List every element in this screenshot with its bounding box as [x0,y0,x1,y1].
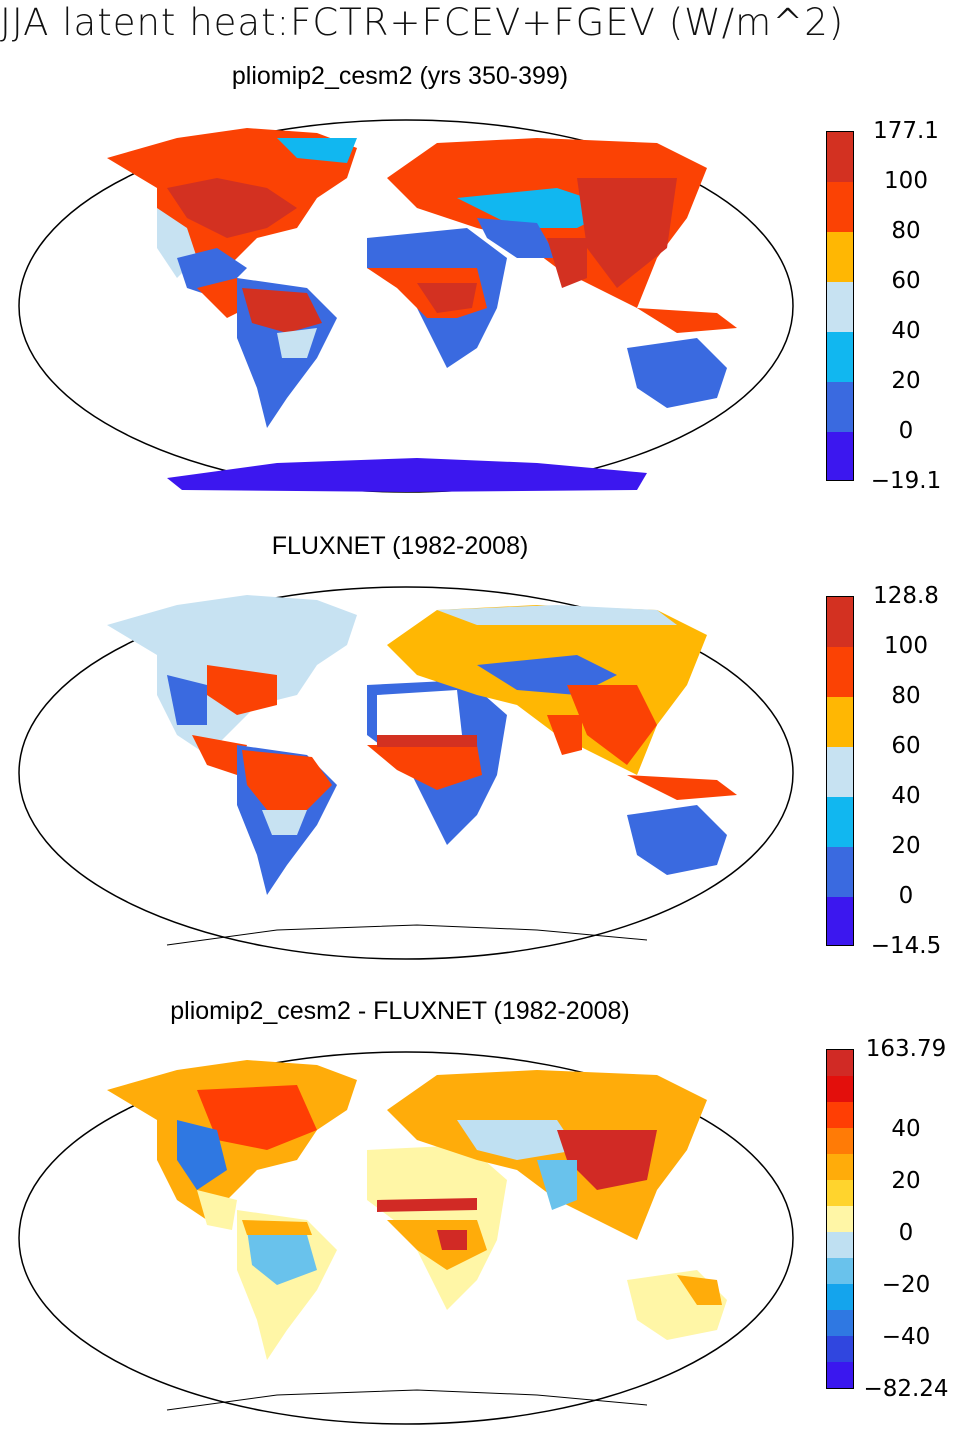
colorbar-tick-label: 20 [891,833,921,859]
colorbar-segment [827,1050,853,1076]
colorbar-segment [827,1154,853,1180]
figure-title: JJA latent heat:FCTR+FCEV+FGEV (W/m^2) [0,1,845,44]
colorbar-segment [827,232,853,282]
colorbar-segment [827,597,853,647]
colorbar-tick-label: −40 [881,1324,931,1350]
colorbar-segment [827,1284,853,1310]
colorbar-tick-label: 40 [891,318,921,344]
colorbar-tick-label: 0 [898,883,914,909]
colorbar-segment [827,647,853,697]
colorbar-tick-label: −82.24 [863,1376,949,1402]
colorbar-tick-label: 0 [898,418,914,444]
colorbar-segment [827,432,853,480]
colorbar-segment [827,1310,853,1336]
colorbar-tick-label: 20 [891,368,921,394]
colorbar-segment [827,282,853,332]
colorbar-tick-label: 60 [891,268,921,294]
colorbar-segment [827,847,853,897]
colorbar-segment [827,1102,853,1128]
colorbar-tick-label: 177.1 [873,118,939,144]
colorbar-tick-label: 128.8 [873,583,939,609]
panel-1-map [18,119,794,493]
colorbar-segment [827,1180,853,1206]
colorbar-tick-label: −20 [881,1272,931,1298]
colorbar-segment [827,697,853,747]
colorbar-segment [827,1206,853,1232]
colorbar-segment [827,1232,853,1258]
colorbar-tick-label: 100 [884,168,928,194]
colorbar-tick-label: −14.5 [870,933,942,959]
colorbar-tick-label: 40 [891,1116,921,1142]
colorbar-tick-label: 100 [884,633,928,659]
colorbar-segment [827,132,853,182]
colorbar-tick-label: 163.79 [865,1036,947,1062]
colorbar-tick-label: 80 [891,683,921,709]
colorbar-tick-label: 40 [891,783,921,809]
panel-2-title: FLUXNET (1982-2008) [271,532,529,560]
colorbar-segment [827,897,853,945]
colorbar-segment [827,1128,853,1154]
colorbar-tick-label: 20 [891,1168,921,1194]
colorbar-tick-label: 0 [898,1220,914,1246]
panel-3-map [18,1051,794,1425]
colorbar-tick-label: −19.1 [870,468,942,494]
colorbar-tick-label: 60 [891,733,921,759]
colorbar-segment [827,797,853,847]
panel-3-title: pliomip2_cesm2 - FLUXNET (1982-2008) [170,997,630,1025]
colorbar-segment [827,182,853,232]
colorbar-segment [827,1362,853,1388]
colorbar-segment [827,332,853,382]
colorbar-segment [827,382,853,432]
colorbar-segment [827,747,853,797]
colorbar-segment [827,1076,853,1102]
panel-1-title: pliomip2_cesm2 (yrs 350-399) [231,62,569,90]
colorbar-tick-label: 80 [891,218,921,244]
colorbar-segment [827,1336,853,1362]
colorbar-segment [827,1258,853,1284]
panel-2-map [18,586,794,960]
